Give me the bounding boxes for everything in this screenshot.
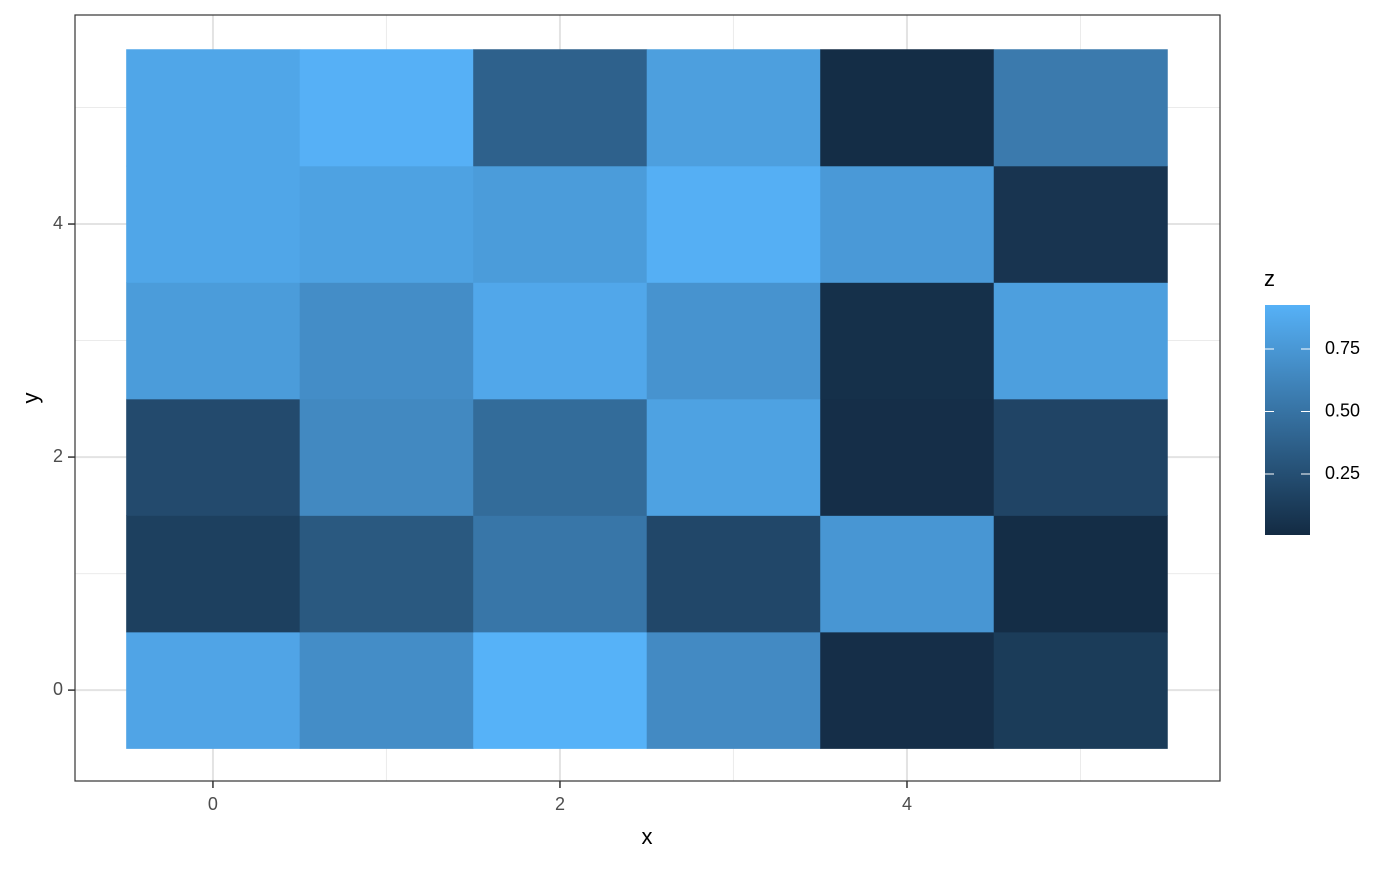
heatmap-cell [126, 165, 301, 283]
legend-tick-label: 0.25 [1325, 463, 1360, 483]
heatmap-cell [993, 631, 1168, 749]
heatmap-cell [473, 631, 648, 749]
heatmap-cell [820, 49, 995, 167]
x-tick-label: 2 [555, 794, 565, 814]
heatmap-cell [646, 398, 821, 516]
y-tick-label: 2 [53, 446, 63, 466]
heatmap-cell [646, 631, 821, 749]
heatmap-cell [646, 282, 821, 400]
heatmap-cell [299, 165, 474, 283]
heatmap-cell [993, 49, 1168, 167]
heatmap-cell [126, 398, 301, 516]
heatmap-cell [126, 282, 301, 400]
heatmap-cell [126, 49, 301, 167]
heatmap-cell [993, 165, 1168, 283]
heatmap-cell [820, 282, 995, 400]
heatmap-cell [993, 515, 1168, 633]
heatmap-cell [646, 49, 821, 167]
heatmap-cell [473, 49, 648, 167]
panel-border [74, 14, 1221, 782]
y-tick-label: 4 [53, 213, 63, 233]
heatmap-cell [646, 165, 821, 283]
heatmap-cell [126, 515, 301, 633]
x-axis-label: x [642, 824, 653, 849]
heatmap-cell [299, 282, 474, 400]
heatmap-cell [299, 398, 474, 516]
heatmap-cell [299, 515, 474, 633]
heatmap-cell [993, 398, 1168, 516]
heatmap-cell [299, 49, 474, 167]
y-tick-label: 0 [53, 679, 63, 699]
heatmap-cell [820, 165, 995, 283]
heatmap-cell [473, 282, 648, 400]
legend-title: z [1264, 266, 1275, 291]
heatmap-cell [299, 631, 474, 749]
heatmap-cell [993, 282, 1168, 400]
x-tick-label: 4 [902, 794, 912, 814]
legend-tick-label: 0.75 [1325, 338, 1360, 358]
heatmap-cell [473, 165, 648, 283]
x-tick-label: 0 [208, 794, 218, 814]
legend-tick-label: 0.50 [1325, 400, 1360, 420]
heatmap-cell [820, 515, 995, 633]
heatmap-cell [473, 515, 648, 633]
heatmap-cell [126, 631, 301, 749]
heatmap-cell [473, 398, 648, 516]
y-axis-label: y [18, 393, 43, 404]
heatmap-cell [646, 515, 821, 633]
heatmap-cell [820, 631, 995, 749]
heatmap-cell [820, 398, 995, 516]
legend-colorbar [1265, 305, 1310, 535]
